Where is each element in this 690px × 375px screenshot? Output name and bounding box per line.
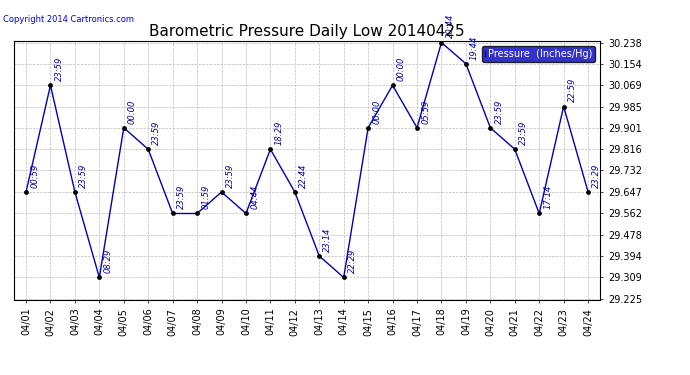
Text: 00:00: 00:00 <box>373 99 382 124</box>
Point <box>436 39 447 45</box>
Text: 19:44: 19:44 <box>470 35 479 60</box>
Text: 23:59: 23:59 <box>519 121 528 145</box>
Text: 23:29: 23:29 <box>592 164 601 188</box>
Point <box>216 189 227 195</box>
Text: 00:00: 00:00 <box>397 57 406 81</box>
Point <box>509 146 520 152</box>
Text: 22:29: 22:29 <box>348 249 357 273</box>
Point <box>70 189 81 195</box>
Text: 00:00: 00:00 <box>128 99 137 124</box>
Text: 01:59: 01:59 <box>201 185 210 209</box>
Text: 18:29: 18:29 <box>275 121 284 145</box>
Text: 17:14: 17:14 <box>543 185 553 209</box>
Point <box>240 210 251 216</box>
Point <box>533 210 544 216</box>
Point <box>192 210 203 216</box>
Point <box>460 61 471 67</box>
Text: 22:59: 22:59 <box>568 78 577 102</box>
Point <box>21 189 32 195</box>
Text: 23:59: 23:59 <box>79 164 88 188</box>
Point <box>45 82 56 88</box>
Text: 00:59: 00:59 <box>30 164 39 188</box>
Title: Barometric Pressure Daily Low 20140425: Barometric Pressure Daily Low 20140425 <box>149 24 465 39</box>
Point <box>411 125 422 131</box>
Text: 05:59: 05:59 <box>421 99 430 124</box>
Text: 04:44: 04:44 <box>250 185 259 209</box>
Text: 20:44: 20:44 <box>446 14 455 38</box>
Point <box>387 82 398 88</box>
Point <box>582 189 593 195</box>
Text: 23:14: 23:14 <box>324 228 333 252</box>
Text: 23:59: 23:59 <box>177 185 186 209</box>
Point <box>143 146 154 152</box>
Point <box>338 274 349 280</box>
Point <box>265 146 276 152</box>
Point <box>167 210 178 216</box>
Legend: Pressure  (Inches/Hg): Pressure (Inches/Hg) <box>482 46 595 62</box>
Point <box>289 189 300 195</box>
Point <box>314 253 325 259</box>
Text: 22:44: 22:44 <box>299 164 308 188</box>
Text: 08:29: 08:29 <box>104 249 112 273</box>
Point <box>94 274 105 280</box>
Point <box>363 125 374 131</box>
Text: Copyright 2014 Cartronics.com: Copyright 2014 Cartronics.com <box>3 15 135 24</box>
Point <box>118 125 129 131</box>
Text: 23:59: 23:59 <box>152 121 161 145</box>
Point <box>558 104 569 110</box>
Text: 23:59: 23:59 <box>55 57 63 81</box>
Point <box>485 125 496 131</box>
Text: 23:59: 23:59 <box>495 99 504 124</box>
Text: 23:59: 23:59 <box>226 164 235 188</box>
